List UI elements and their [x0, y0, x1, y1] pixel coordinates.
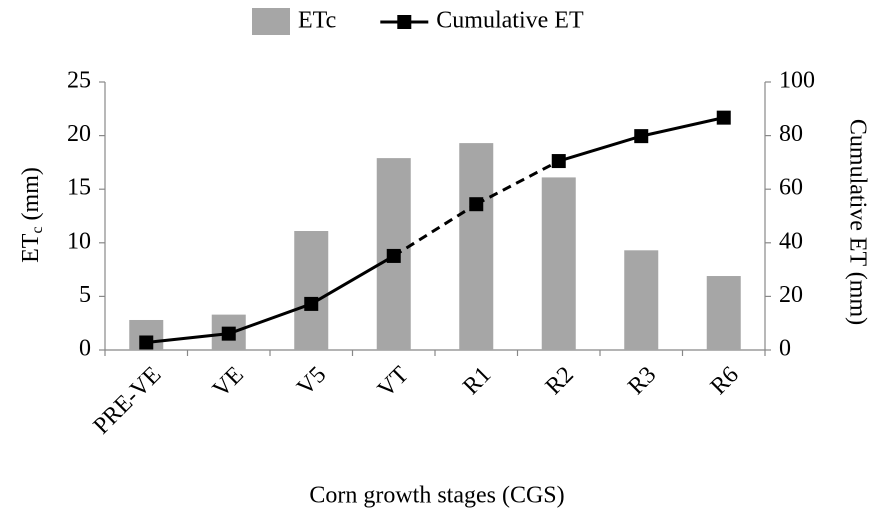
y-label-unit: (mm): [18, 167, 44, 220]
y-tick-label: 25: [67, 68, 91, 94]
line-marker: [716, 110, 731, 125]
line-segment: [310, 254, 395, 306]
y-tick-label: 10: [67, 228, 91, 254]
y-tick-label: 5: [79, 282, 91, 308]
y2-tick-label: 20: [779, 282, 803, 308]
x-tick-label: R2: [541, 362, 579, 400]
line-marker: [634, 129, 649, 144]
x-tick-label: VT: [373, 362, 414, 403]
y-tick-label: 20: [67, 121, 91, 147]
bar: [706, 276, 741, 350]
y-label-main: ET: [18, 233, 44, 263]
bar: [624, 250, 659, 350]
line-segment: [146, 332, 229, 344]
x-tick-label: R1: [458, 362, 496, 400]
line-marker: [469, 197, 484, 212]
y2-tick-label: 60: [779, 175, 803, 201]
line-marker: [304, 296, 319, 311]
bar: [541, 177, 576, 350]
y2-axis-label: Cumulative ET (mm): [844, 119, 870, 325]
y2-tick-label: 100: [779, 68, 815, 94]
legend-swatch: [252, 8, 290, 35]
line-segment: [558, 134, 642, 163]
line-segment: [640, 116, 725, 138]
line-marker: [551, 154, 566, 169]
legend-label: ETc: [298, 8, 336, 34]
y2-tick-label: 0: [779, 336, 791, 362]
y2-tick-label: 80: [779, 121, 803, 147]
line-marker: [221, 326, 236, 341]
line-segment: [228, 302, 312, 336]
x-tick-label: R3: [623, 362, 661, 400]
line-segment: [475, 159, 560, 206]
line-marker: [386, 248, 401, 263]
y2-tick-label: 40: [779, 228, 803, 254]
y-label-sub: c: [29, 226, 46, 233]
bar: [459, 143, 494, 350]
y-tick-label: 15: [67, 175, 91, 201]
legend-label: Cumulative ET: [436, 8, 584, 34]
y-tick-label: 0: [79, 336, 91, 362]
x-axis-label: Corn growth stages (CGS): [309, 483, 564, 509]
x-tick-label: R6: [706, 362, 744, 400]
line-marker: [139, 335, 154, 350]
bar: [294, 231, 329, 350]
x-tick-label: V5: [292, 362, 331, 401]
legend-marker: [397, 15, 412, 29]
line-segment: [392, 202, 478, 258]
x-tick-label: PRE-VE: [89, 362, 167, 440]
y-axis-label: ETc (mm): [18, 167, 46, 263]
x-tick-label: VE: [208, 362, 249, 403]
